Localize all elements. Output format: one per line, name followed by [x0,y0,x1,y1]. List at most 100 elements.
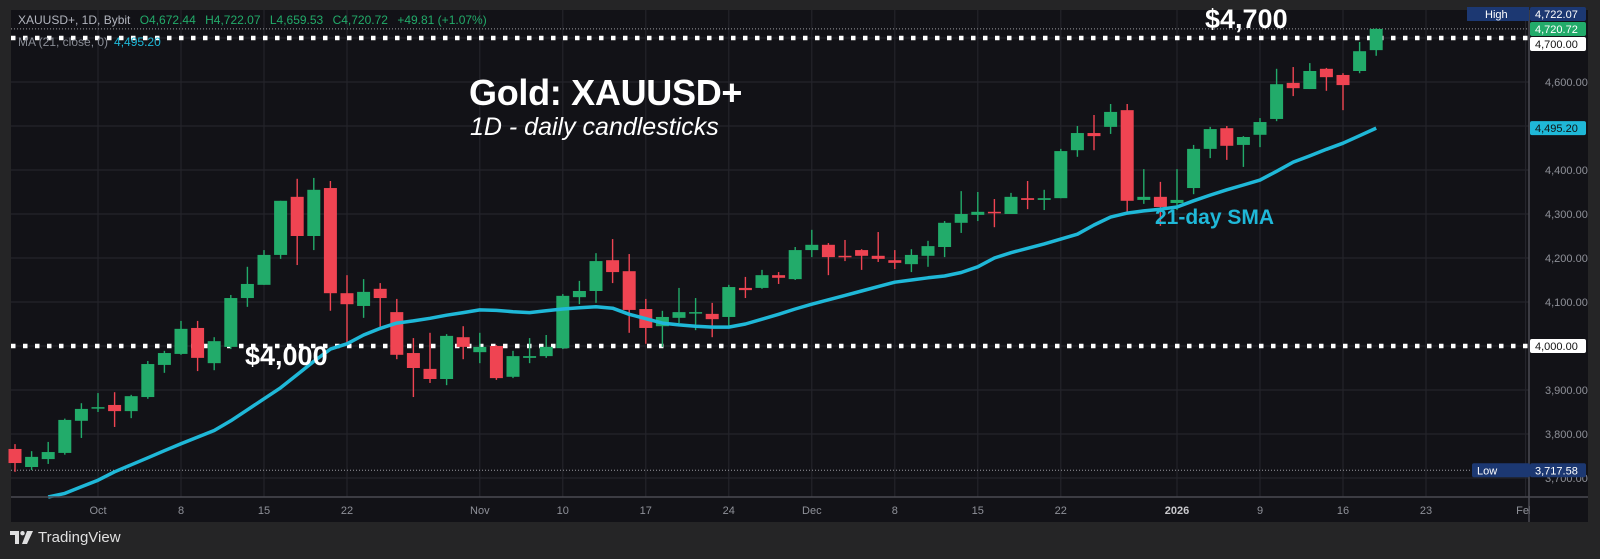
last-price-label-box [1530,22,1586,36]
time-tick-label: 16 [1337,505,1349,517]
time-tick-label: Dec [802,505,822,517]
candle-down [1220,128,1234,146]
candle-up [240,283,254,299]
price-tick-label: 4,300.00 [1545,209,1588,221]
candle-down [705,313,719,320]
candle-down [323,188,337,294]
candle-up [1104,111,1118,127]
candle-down [1286,82,1300,89]
annotation-4700: $4,700 [1205,4,1288,34]
annotation-sma: 21-day SMA [1155,206,1275,229]
candle-up [672,312,686,318]
high-label: High [1485,9,1508,21]
candle-up [257,254,271,285]
close-value: C4,720.72 [332,13,388,27]
time-tick-label: Nov [470,505,490,517]
chart-title: Gold: XAUUSD+ [469,72,743,113]
level-lines [11,28,1529,471]
low-value: L4,659.53 [269,13,324,27]
annotation-4000: $4,000 [245,341,328,371]
candle-up [805,244,819,251]
candle-up [91,407,105,409]
candle-down [1153,196,1167,207]
time-tick-label: 22 [1055,505,1067,517]
candle-up [41,452,55,460]
candle-down [1087,133,1101,137]
candle-up [307,189,321,236]
candle-down [423,368,437,379]
time-axis[interactable]: Oct 8 15 22 Nov 10 17 24 Dec 8 15 22 2026 9 16 23 Feb [89,498,1588,522]
candle-up [1054,151,1068,199]
legend-ma[interactable]: MA (21, close, 0) 4,495.20 [18,35,161,49]
level-4700-label: 4,700.00 [1535,39,1578,51]
time-tick-label: 2026 [1165,505,1189,517]
candle-up [788,250,802,280]
candle-up [58,419,72,453]
candle-up [689,312,703,314]
candle-up [1187,148,1201,189]
last-price-label: 4,720.72 [1535,24,1578,36]
high-price-label: 4,722.07 [1535,9,1578,21]
candle-down [871,255,885,259]
candle-down [821,244,835,258]
time-tick-label: 24 [723,505,735,517]
candle-up [174,328,188,354]
candle-up [141,364,155,398]
tradingview-brand[interactable]: TradingView [10,529,121,546]
candle-up [1203,129,1217,149]
chart-subtitle: 1D - daily candlesticks [470,113,719,141]
candle-down [373,288,387,299]
price-axis[interactable]: 4,600.00 4,400.00 4,300.00 4,200.00 4,100.00… [1467,7,1588,485]
candle-down [606,260,620,273]
candle-up [1270,84,1284,119]
candle-down [1120,110,1134,201]
candle-up [722,287,736,317]
candle-down [340,293,354,305]
candle-down [855,250,869,256]
candle-down [489,346,503,379]
candle-down [390,312,404,355]
time-tick-label: 23 [1420,505,1432,517]
ma-price-label: 4,495.20 [1535,123,1578,135]
candle-up [224,298,238,347]
candle-down [191,327,205,358]
candle-down [622,271,636,310]
candle-up [274,200,288,255]
candle-down [290,196,304,236]
symbol-label[interactable]: XAUUSD+, 1D, Bybit [18,13,131,27]
candle-up [904,254,918,265]
candle-up [357,291,371,306]
candle-up [523,356,537,358]
candle-up [440,335,454,379]
candle-up [1369,28,1383,51]
candle-up [556,295,570,349]
time-tick-label: 9 [1257,505,1263,517]
axis-corner [1530,498,1588,522]
candle-down [108,404,122,412]
time-tick-label: Oct [89,505,106,517]
price-tick-label: 3,900.00 [1545,385,1588,397]
candle-down [1021,198,1035,200]
price-tick-label: 4,200.00 [1545,253,1588,265]
candle-down [838,255,852,258]
high-price-label-box [1530,7,1586,21]
candle-up [74,408,88,421]
low-tag [1472,463,1530,478]
candle-up [1236,137,1250,145]
candle-up [1353,51,1367,71]
price-tick-label: 4,100.00 [1545,297,1588,309]
ma-value: 4,495.20 [114,35,161,49]
open-value: O4,672.44 [139,13,196,27]
candle-down [738,287,752,291]
candle-up [25,456,39,467]
ma-price-label-box [1530,121,1586,136]
candle-up [124,396,138,412]
candle-down [456,337,470,347]
legend-ohlc: XAUUSD+, 1D, Bybit O4,672.44 H4,722.07 L… [18,13,493,27]
time-tick-label: 15 [258,505,270,517]
candle-up [589,261,603,291]
tradingview-logo-icon [10,530,33,544]
candle-up [1137,196,1151,200]
ma-label: MA (21, close, 0) [18,35,109,49]
